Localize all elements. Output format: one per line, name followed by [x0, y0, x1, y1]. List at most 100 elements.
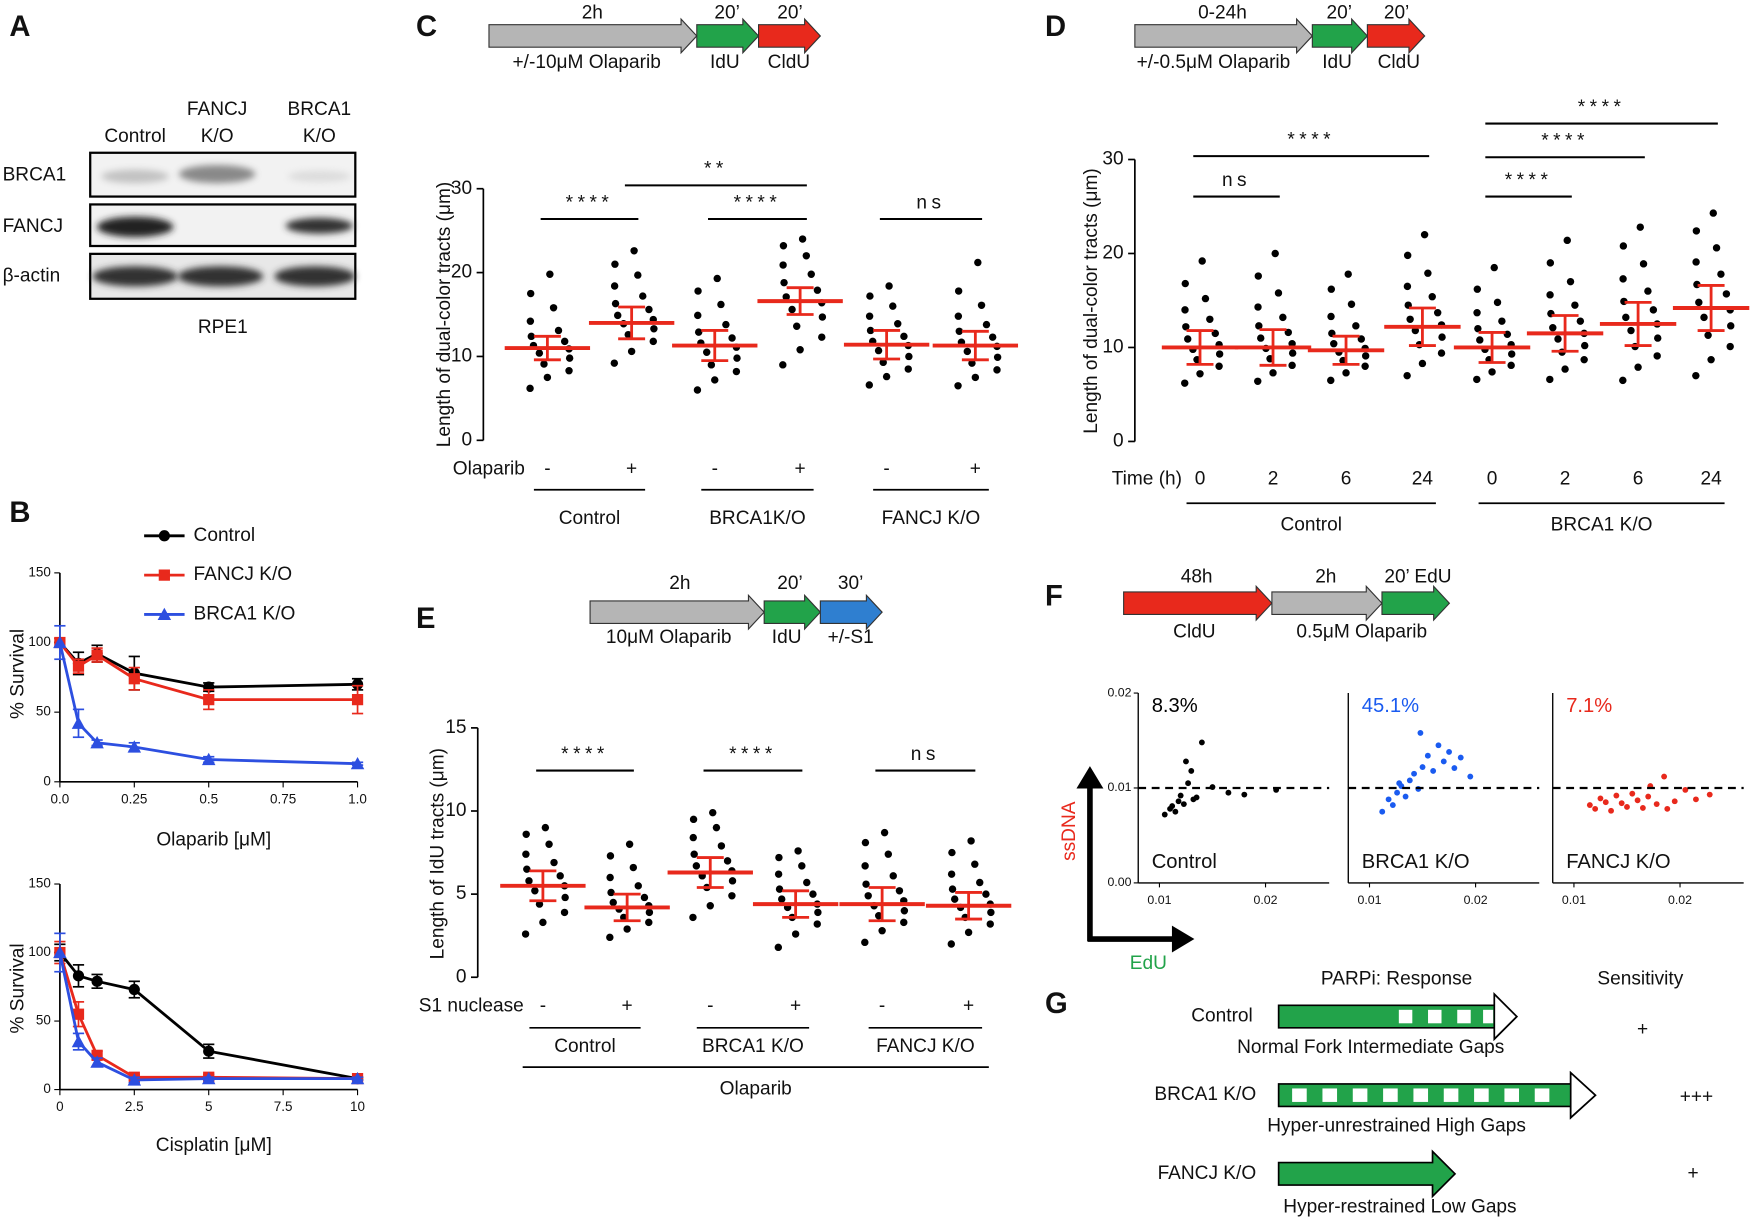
marker: [72, 970, 85, 982]
point: [1435, 742, 1442, 749]
row-label: β-actin: [3, 265, 61, 286]
dot: [523, 865, 531, 873]
y-tick-label: 15: [445, 717, 466, 738]
dot: [976, 878, 984, 887]
marker: [350, 1071, 365, 1085]
dot: [1342, 369, 1350, 377]
dot: [982, 890, 990, 898]
point: [1624, 804, 1630, 810]
dot: [1181, 379, 1189, 387]
dot: [629, 863, 638, 872]
dot: [620, 913, 628, 922]
condition-label: -: [544, 459, 550, 480]
dot: [694, 311, 702, 320]
western-blot: Control FANCJ K/O BRCA1 K/O BRCA1 FANCJ …: [3, 99, 357, 338]
dot: [1438, 333, 1446, 341]
significance-label: ns: [911, 744, 940, 765]
gap: [1474, 1088, 1489, 1102]
group-label: FANCJ K/O: [882, 508, 981, 529]
dot: [1619, 275, 1627, 283]
marker: [53, 635, 67, 649]
dot: [1254, 377, 1262, 386]
gap: [1292, 1088, 1307, 1102]
dot: [904, 365, 912, 373]
marker: [350, 756, 365, 770]
dot: [690, 850, 698, 858]
percent-annotation: 45.1%: [1362, 695, 1419, 717]
header: PARPi: Response: [1321, 969, 1472, 990]
dot: [649, 337, 657, 346]
dot: [977, 301, 986, 309]
marker: [128, 673, 140, 685]
axis-key-label: EdU: [1130, 953, 1167, 974]
condition-label: 24: [1412, 469, 1434, 490]
y-tick-label: 20: [1102, 243, 1123, 264]
dot: [535, 900, 544, 908]
dot: [900, 332, 908, 341]
condition-label: +: [963, 996, 974, 1017]
dot: [610, 359, 619, 367]
dot: [947, 940, 956, 948]
dot: [634, 882, 642, 890]
marker: [127, 1073, 142, 1086]
gap: [1504, 1088, 1520, 1102]
marker: [158, 569, 170, 581]
dot: [963, 347, 972, 356]
y-tick-label: 50: [36, 1013, 51, 1028]
point: [1406, 777, 1413, 784]
point: [1618, 800, 1625, 807]
x-tick-label: 0.0: [51, 791, 70, 806]
point: [1419, 764, 1426, 771]
key-arrowhead: [1171, 925, 1195, 953]
dot: [1634, 363, 1642, 371]
dot: [895, 887, 904, 895]
point: [1180, 801, 1187, 808]
y-tick-label: 50: [36, 704, 51, 719]
row-description: Hyper-unrestrained High Gaps: [1267, 1116, 1526, 1137]
gap: [1483, 1009, 1494, 1024]
point: [1639, 804, 1646, 811]
marker: [72, 660, 85, 672]
dot: [861, 862, 869, 870]
scheme-arrow: [758, 17, 822, 55]
dot: [561, 893, 569, 902]
row-label: FANCJ: [3, 216, 63, 237]
dot: [1288, 349, 1297, 357]
dot: [986, 920, 994, 928]
x-tick-label: 10: [350, 1099, 365, 1114]
cell-line: RPE1: [198, 317, 248, 338]
condition-label: 6: [1341, 469, 1352, 490]
row-name: BRCA1 K/O: [1154, 1084, 1256, 1105]
dot: [1403, 371, 1411, 380]
y-tick-label: 10: [445, 800, 466, 821]
model: PARPi: Response Sensitivity Control Norm…: [1154, 969, 1713, 1218]
lane-label: BRCA1: [288, 99, 352, 120]
dot: [1420, 230, 1429, 239]
gap: [1443, 1088, 1459, 1102]
significance-label: ns: [916, 192, 945, 213]
point: [1379, 808, 1386, 815]
point: [1177, 792, 1184, 799]
point: [1446, 748, 1452, 755]
dot: [1474, 324, 1482, 333]
sensitivity: +++: [1680, 1086, 1713, 1107]
dot: [974, 258, 982, 267]
y-tick-label: 0: [43, 773, 50, 788]
marker: [201, 1071, 216, 1085]
dot: [950, 895, 959, 903]
significance-label: ****: [561, 744, 609, 765]
scheme-arrow: [1134, 17, 1314, 55]
x-tick-label: 2.5: [125, 1099, 144, 1114]
dot: [864, 892, 872, 900]
dot: [971, 373, 980, 382]
point: [1396, 780, 1403, 787]
dot: [1727, 322, 1735, 330]
dot: [818, 333, 826, 341]
dot: [1692, 227, 1701, 235]
panel-label: F: [1045, 580, 1063, 612]
dot: [1215, 350, 1224, 358]
point: [1467, 773, 1474, 780]
dot: [1695, 298, 1703, 307]
scheme-label: IdU: [710, 52, 740, 73]
dot: [882, 372, 891, 381]
